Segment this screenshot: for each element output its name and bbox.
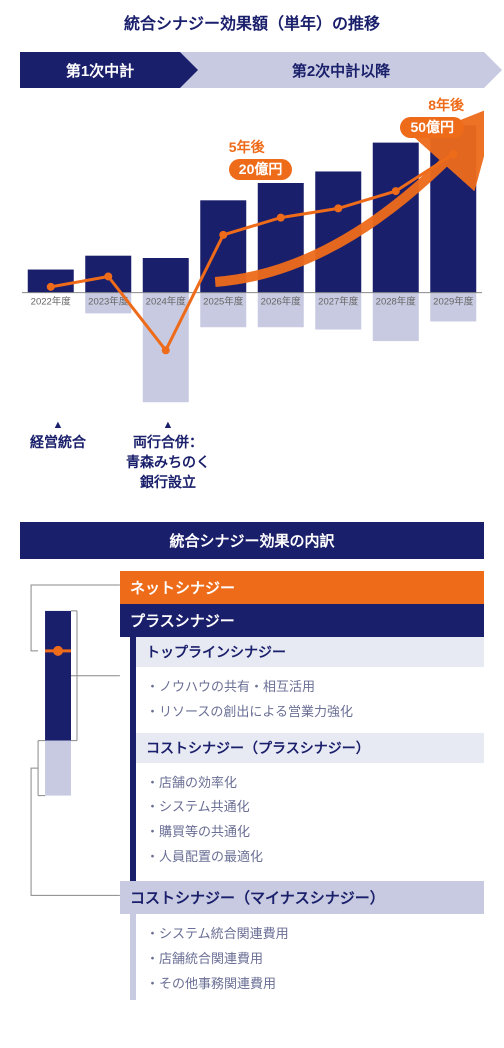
section1-title: 統合シナジー効果額（単年）の推移 bbox=[20, 10, 484, 34]
svg-text:2027年度: 2027年度 bbox=[318, 296, 359, 308]
bullet-item: リソースの創出による営業力強化 bbox=[146, 700, 474, 725]
phase-1: 第1次中計 bbox=[20, 52, 180, 88]
section2-title: 統合シナジー効果の内訳 bbox=[20, 522, 484, 559]
footnote-integration-text: 経営統合 bbox=[30, 434, 86, 450]
plus-synergy-header: プラスシナジー bbox=[120, 604, 484, 637]
topline-bullets: ノウハウの共有・相互活用 リソースの創出による営業力強化 bbox=[136, 667, 484, 732]
bullet-item: システム統合関連費用 bbox=[146, 922, 474, 947]
bullet-item: 店舗の効率化 bbox=[146, 771, 474, 796]
footnote-merger-line1: 両行合併： bbox=[133, 434, 203, 450]
triangle-marker-icon: ▲ bbox=[126, 418, 210, 433]
costplus-bullets: 店舗の効率化 システム共通化 購買等の共通化 人員配置の最適化 bbox=[136, 763, 484, 878]
bullet-item: 店舗統合関連費用 bbox=[146, 947, 474, 972]
svg-text:2025年度: 2025年度 bbox=[203, 296, 244, 308]
minus-bullets: システム統合関連費用 店舗統合関連費用 その他事務関連費用 bbox=[130, 914, 484, 1000]
synergy-chart: 2022年度2023年度2024年度2025年度2026年度2027年度2028… bbox=[20, 108, 484, 408]
svg-text:2024年度: 2024年度 bbox=[146, 296, 187, 308]
bullet-item: システム共通化 bbox=[146, 795, 474, 820]
minus-synergy-header: コストシナジー（マイナスシナジー） bbox=[120, 881, 484, 914]
svg-text:2028年度: 2028年度 bbox=[376, 296, 417, 308]
footnote-integration: ▲ 経営統合 bbox=[30, 418, 86, 492]
synergy-breakdown: ネットシナジー プラスシナジー トップラインシナジー ノウハウの共有・相互活用 … bbox=[20, 571, 484, 1000]
net-synergy-header: ネットシナジー bbox=[120, 571, 484, 604]
bullet-item: ノウハウの共有・相互活用 bbox=[146, 675, 474, 700]
callout-5yr-amount: 20億円 bbox=[229, 159, 293, 180]
subcat-topline-header: トップラインシナジー bbox=[136, 637, 484, 667]
subcat-costplus-header: コストシナジー（プラスシナジー） bbox=[136, 733, 484, 763]
svg-text:2029年度: 2029年度 bbox=[433, 296, 474, 308]
svg-text:2022年度: 2022年度 bbox=[31, 296, 72, 308]
callout-8yr: 8年後 50億円 bbox=[400, 96, 464, 138]
callout-8yr-period: 8年後 bbox=[428, 97, 464, 113]
footnote-merger-line2: 青森みちのく bbox=[126, 454, 210, 470]
phase-2: 第2次中計以降 bbox=[180, 52, 484, 88]
callout-8yr-amount: 50億円 bbox=[400, 117, 464, 138]
chart-footnotes: ▲ 経営統合 ▲ 両行合併： 青森みちのく 銀行設立 bbox=[20, 418, 484, 492]
callout-5yr-period: 5年後 bbox=[229, 139, 265, 155]
bullet-item: その他事務関連費用 bbox=[146, 972, 474, 997]
bullet-item: 人員配置の最適化 bbox=[146, 845, 474, 870]
subcat-topline: トップラインシナジー ノウハウの共有・相互活用 リソースの創出による営業力強化 … bbox=[130, 637, 484, 881]
waterfall-svg bbox=[20, 571, 120, 1000]
bullet-item: 購買等の共通化 bbox=[146, 820, 474, 845]
footnote-merger: ▲ 両行合併： 青森みちのく 銀行設立 bbox=[126, 418, 210, 492]
triangle-marker-icon: ▲ bbox=[30, 418, 86, 433]
phase-banner: 第1次中計 第2次中計以降 bbox=[20, 52, 484, 88]
svg-text:2026年度: 2026年度 bbox=[261, 296, 302, 308]
footnote-merger-line3: 銀行設立 bbox=[140, 474, 196, 490]
callout-5yr: 5年後 20億円 bbox=[229, 138, 293, 180]
